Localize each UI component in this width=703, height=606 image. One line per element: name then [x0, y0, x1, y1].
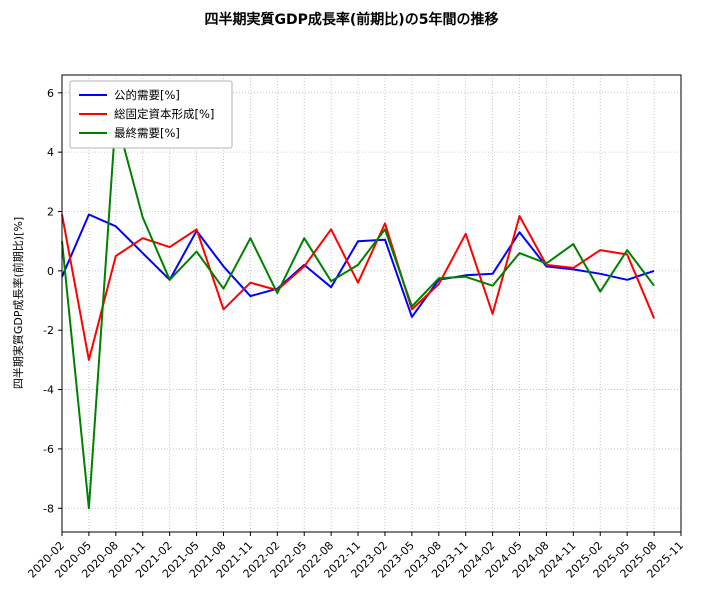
tick-labels: 6420-2-4-6-82020-022020-052020-082020-11… — [25, 87, 686, 581]
axes-frame — [61, 74, 682, 533]
y-tick-label: 6 — [47, 87, 54, 100]
legend: 公的需要[%] 総固定資本形成[%] 最終需要[%] — [69, 80, 233, 149]
legend-label-0: 公的需要[%] — [114, 88, 180, 102]
series-line-2 — [61, 115, 655, 510]
y-tick-label: -6 — [43, 443, 54, 456]
series-line-1 — [61, 214, 656, 361]
y-tick-label: 2 — [47, 206, 54, 219]
y-tick-label: 0 — [47, 265, 54, 278]
y-tick-label: -8 — [43, 502, 54, 515]
chart-title: 四半期実質GDP成長率(前期比)の5年間の推移 — [204, 12, 499, 28]
y-axis-label: 四半期実質GDP成長率(前期比)[%] — [12, 216, 25, 390]
legend-box — [69, 80, 233, 149]
series-line-0 — [61, 213, 655, 318]
y-tick-label: -2 — [43, 324, 54, 337]
y-tick-label: 4 — [47, 146, 54, 159]
y-tick-label: -4 — [43, 384, 54, 397]
grid — [61, 75, 682, 532]
legend-label-1: 総固定資本形成[%] — [114, 107, 214, 121]
series-lines — [61, 115, 656, 510]
legend-label-2: 最終需要[%] — [114, 126, 180, 140]
